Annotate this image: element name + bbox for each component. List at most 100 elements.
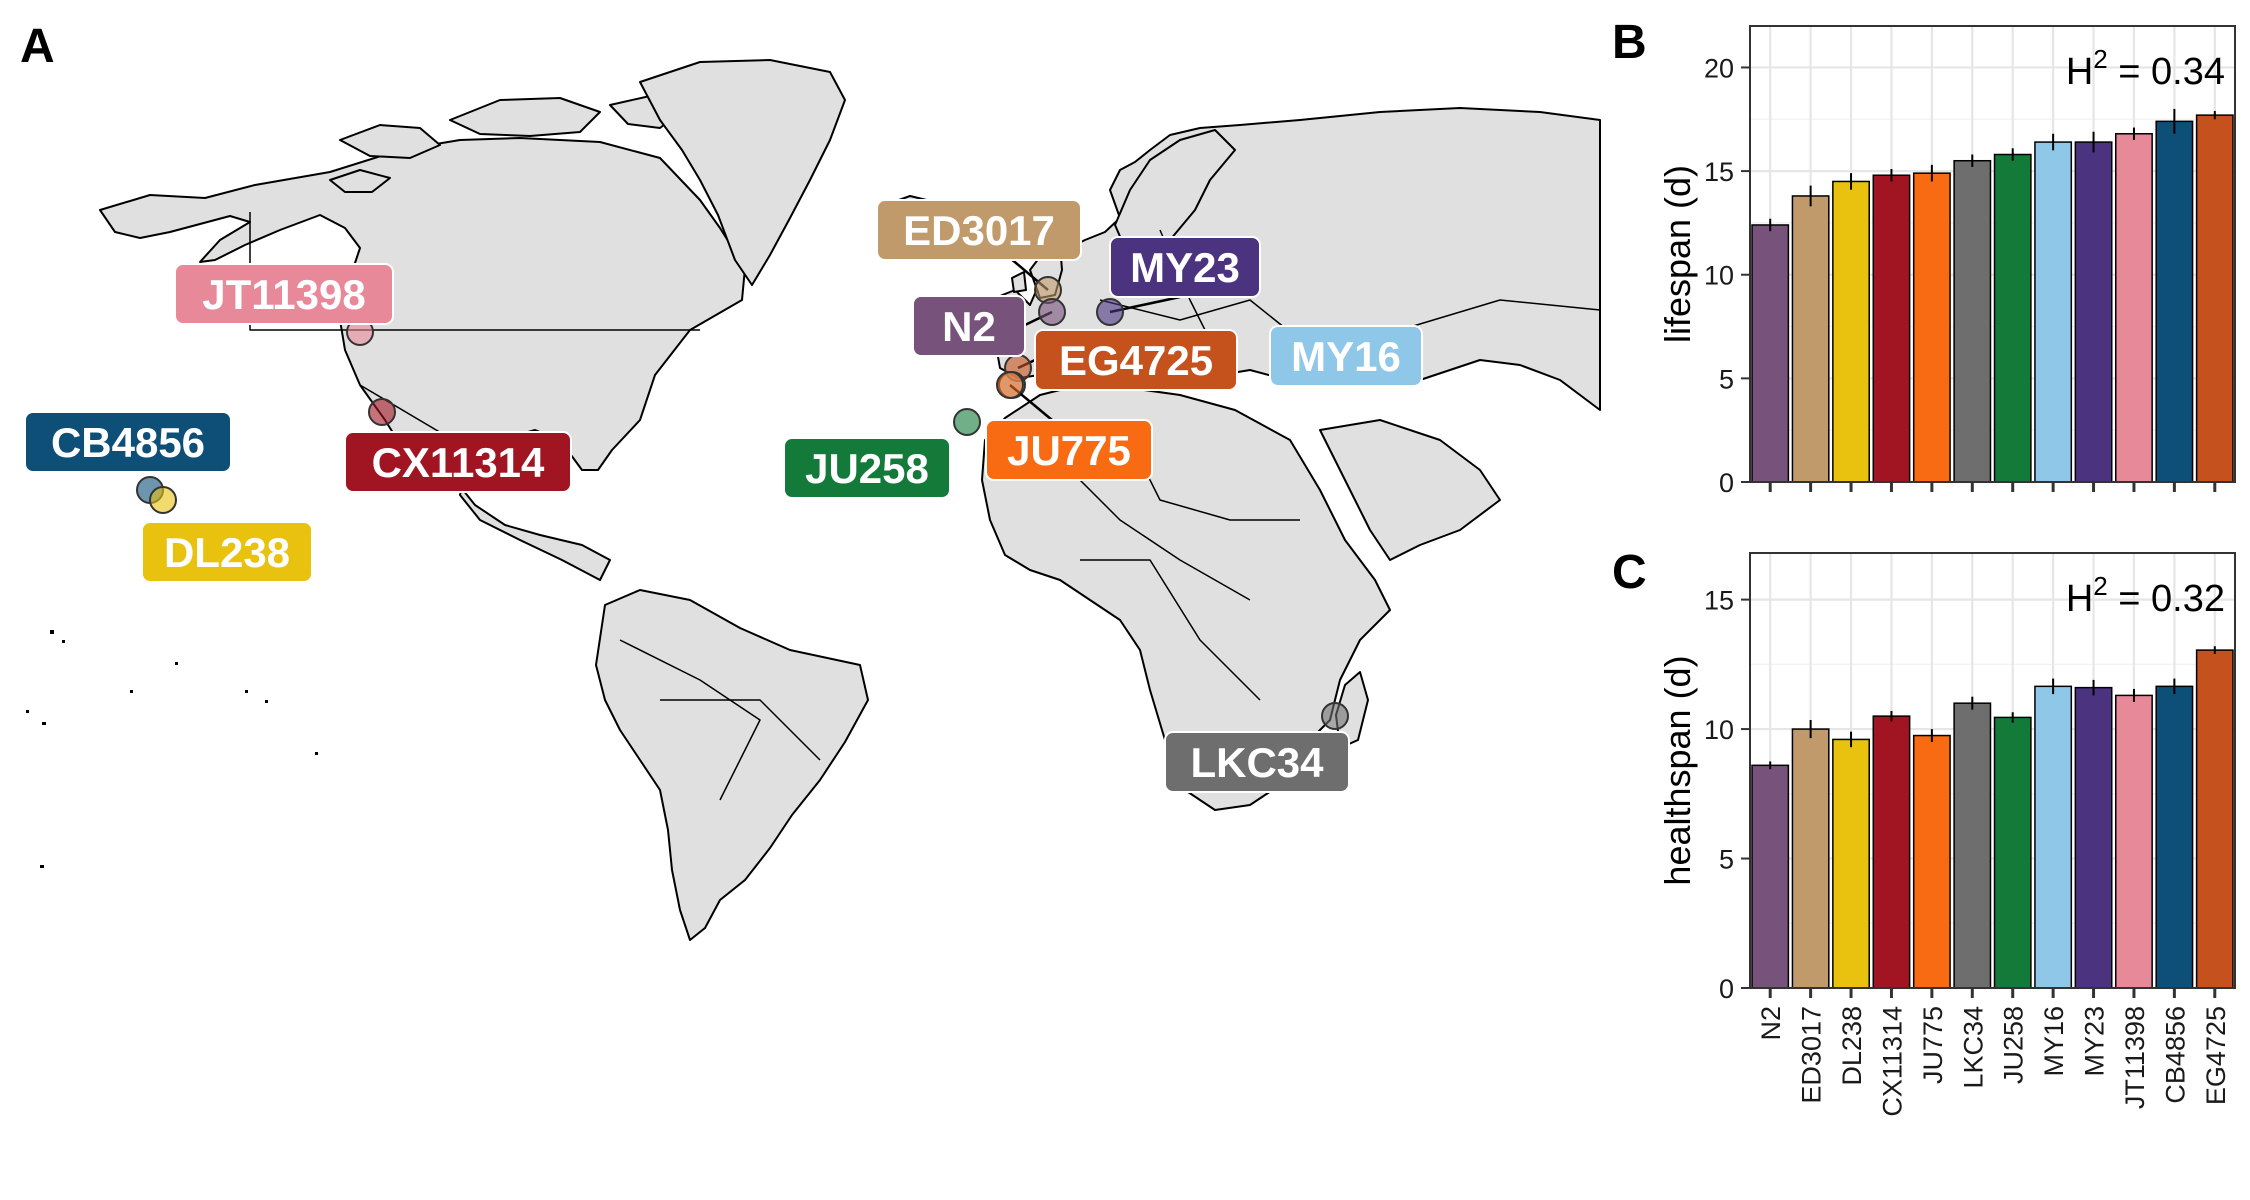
arctic-islands: [329, 95, 681, 193]
x-tick-label-lkc34: LKC34: [1958, 1006, 1988, 1089]
marker-ju258: [953, 408, 981, 436]
strain-label-eg4725: EG4725: [1034, 329, 1238, 391]
bar-ed3017: [1791, 195, 1830, 483]
y-tick-label: 20: [1704, 53, 1734, 83]
lifespan-chart: 0 5 10 15 20 lifespan (d) H2 = 0.34: [1657, 25, 2236, 498]
x-tick-label-my16: MY16: [2039, 1006, 2069, 1077]
y-axis-title: lifespan (d): [1657, 165, 1698, 343]
plot-area: [1750, 553, 2235, 988]
panel-letter-c: C: [1612, 546, 1647, 599]
bar-eg4725: [2195, 114, 2234, 483]
bar-my16: [2034, 685, 2073, 989]
plot-border: [1749, 552, 2236, 989]
y-tick-label: 5: [1719, 845, 1734, 875]
bar-cx11314: [1872, 174, 1911, 483]
bar-lkc34: [1953, 159, 1992, 483]
x-tick-label-n2: N2: [1756, 1006, 1786, 1041]
bar-ju258: [1993, 716, 2032, 989]
y-tick-label: 15: [1704, 586, 1734, 616]
x-tick-label-ed3017: ED3017: [1797, 1006, 1827, 1104]
south-america-landmass: [595, 589, 869, 941]
y-tick-label: 5: [1719, 364, 1734, 394]
strain-label-text-dl238: DL238: [164, 529, 290, 576]
strain-label-box-ed3017: [876, 199, 1082, 261]
strain-label-jt11398: JT11398: [174, 263, 394, 325]
panel-letter-a: A: [20, 20, 55, 73]
bar-jt11398: [2115, 694, 2153, 989]
x-tick-label-eg4725: EG4725: [2201, 1006, 2231, 1105]
bar-ju258: [1993, 153, 2032, 483]
plot-border: [1749, 25, 2236, 483]
x-tick-label-cx11314: CX11314: [1877, 1006, 1907, 1117]
y-tick-label: 0: [1719, 468, 1734, 498]
y-tick-label: 10: [1704, 715, 1734, 745]
strain-label-box-n2: [912, 295, 1026, 357]
heritability-annotation: H2 = 0.32: [2066, 571, 2225, 620]
strain-label-box-cb4856: [24, 411, 232, 473]
strain-label-box-ju258: [783, 437, 951, 499]
panel-letter-b: B: [1612, 16, 1647, 69]
strain-label-text-eg4725: EG4725: [1059, 337, 1213, 384]
strain-label-box-ju775: [985, 419, 1153, 481]
strain-label-text-cb4856: CB4856: [51, 419, 205, 466]
north-america-landmass: [99, 137, 746, 581]
strain-label-ed3017: ED3017: [876, 199, 1082, 261]
strain-label-text-ju258: JU258: [805, 445, 929, 492]
healthspan-chart: 0 5 10 15 N2 ED3017 DL238 CX11314 JU775 LKC34 JU25…: [1657, 552, 2236, 1117]
strain-label-box-jt11398: [174, 263, 394, 325]
x-tick-label-ju258: JU258: [1999, 1006, 2029, 1084]
strain-label-box-eg4725: [1034, 329, 1238, 391]
y-tick-label: 0: [1719, 974, 1734, 1004]
bar-my16: [2034, 141, 2073, 483]
bar-n2: [1751, 224, 1790, 483]
bar-cx11314: [1872, 715, 1911, 989]
bar-ed3017: [1791, 728, 1830, 989]
bar-eg4725: [2195, 649, 2234, 989]
strain-label-box-dl238: [141, 521, 313, 583]
strain-label-text-n2: N2: [942, 303, 996, 350]
greenland-landmass: [639, 59, 846, 286]
strain-label-box-my23: [1109, 236, 1261, 298]
bar-my23: [2074, 141, 2113, 483]
bar-dl238: [1832, 738, 1870, 989]
strain-label-my23: MY23: [1109, 236, 1261, 298]
strain-label-text-cx11314: CX11314: [372, 439, 545, 486]
bar-cb4856: [2155, 120, 2194, 483]
y-tick-label: 15: [1704, 157, 1734, 187]
marker-n2: [1038, 298, 1066, 326]
world-map: [26, 59, 1601, 941]
bar-n2: [1751, 764, 1790, 989]
strain-label-dl238: DL238: [141, 521, 313, 583]
y-tick-label: 10: [1704, 261, 1734, 291]
strain-label-box-lkc34: [1164, 731, 1350, 793]
plot-area: [1750, 26, 2235, 482]
strain-label-text-lkc34: LKC34: [1190, 739, 1324, 786]
strain-label-box-cx11314: [344, 431, 572, 493]
strain-label-lkc34: LKC34: [1164, 731, 1350, 793]
bar-lkc34: [1953, 702, 1992, 989]
bar-ju775: [1912, 172, 1951, 483]
strain-markers: [136, 257, 1349, 730]
x-tick-label-ju775: JU775: [1918, 1006, 1948, 1084]
strain-label-ju775: JU775: [985, 419, 1153, 481]
bar-my23: [2074, 686, 2113, 989]
strain-label-cx11314: CX11314: [344, 431, 572, 493]
x-tick-label-cb4856: CB4856: [2160, 1006, 2190, 1104]
bar-cb4856: [2155, 685, 2194, 989]
marker-dl238: [149, 486, 177, 514]
y-axis-title: healthspan (d): [1657, 655, 1698, 885]
marker-my23: [1096, 298, 1124, 326]
x-tick-label-my23: MY23: [2080, 1006, 2110, 1077]
strain-label-cb4856: CB4856: [24, 411, 232, 473]
x-tick-label-jt11398: JT11398: [2120, 1006, 2150, 1109]
bar-ju775: [1912, 734, 1951, 989]
marker-lkc34: [1321, 702, 1349, 730]
strain-labels: JT11398 CB4856 DL238 CX11314 ED3017 N2 MY23 EG4…: [24, 199, 1423, 793]
bar-dl238: [1832, 180, 1870, 483]
x-tick-label-dl238: DL238: [1837, 1006, 1867, 1086]
marker-cx11314: [368, 398, 396, 426]
arabia-landmass: [1319, 419, 1501, 561]
strain-label-my16: MY16: [1269, 325, 1423, 387]
marker-ju775: [996, 371, 1024, 399]
